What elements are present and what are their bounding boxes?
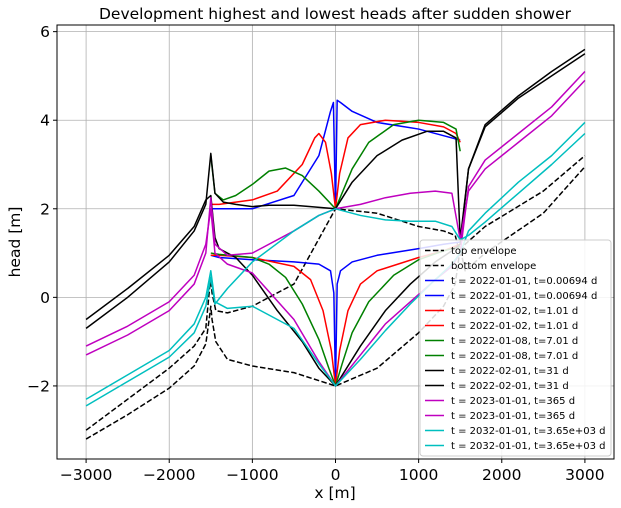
series-line-5 bbox=[210, 119, 461, 210]
series-line-6 bbox=[210, 245, 461, 387]
y-tick-label: 2 bbox=[40, 200, 50, 218]
x-tick-label: 3000 bbox=[565, 466, 604, 484]
legend-label: t = 2022-01-01, t=0.00694 d bbox=[451, 276, 597, 287]
series-line-7 bbox=[210, 119, 461, 210]
y-tick-label: 4 bbox=[40, 112, 50, 130]
legend-label: t = 2022-01-01, t=0.00694 d bbox=[451, 291, 597, 302]
legend: top envelope bottom envelope t = 2022-01-0… bbox=[419, 239, 612, 457]
y-axis-ticks: −2 0 2 4 6 bbox=[27, 23, 57, 395]
legend-label: top envelope bbox=[451, 246, 517, 257]
x-tick-label: 0 bbox=[331, 466, 341, 484]
x-axis-ticks: −3000 −2000 −1000 0 1000 2000 3000 bbox=[60, 459, 605, 484]
chart-title: Development highest and lowest heads aft… bbox=[99, 5, 572, 23]
x-tick-label: −1000 bbox=[226, 466, 278, 484]
legend-label: t = 2032-01-01, t=3.65e+03 d bbox=[451, 426, 605, 437]
legend-label: t = 2023-01-01, t=365 d bbox=[451, 396, 575, 407]
legend-box bbox=[419, 239, 612, 457]
series-line-9 bbox=[85, 53, 586, 329]
legend-label: bottom envelope bbox=[451, 261, 536, 272]
x-tick-label: −2000 bbox=[143, 466, 195, 484]
x-tick-label: 2000 bbox=[482, 466, 521, 484]
y-tick-label: 0 bbox=[40, 289, 50, 307]
x-tick-label: 1000 bbox=[399, 466, 438, 484]
legend-label: t = 2032-01-01, t=3.65e+03 d bbox=[451, 441, 605, 452]
legend-label: t = 2022-02-01, t=31 d bbox=[451, 381, 569, 392]
y-tick-label: 6 bbox=[40, 23, 50, 41]
series-line-13 bbox=[85, 132, 586, 407]
y-tick-label: −2 bbox=[27, 377, 50, 395]
x-axis-label: x [m] bbox=[314, 484, 355, 502]
series-line-12 bbox=[85, 121, 586, 400]
y-axis-label: head [m] bbox=[6, 207, 24, 278]
legend-label: t = 2022-01-02, t=1.01 d bbox=[451, 321, 578, 332]
legend-label: t = 2022-01-08, t=7.01 d bbox=[451, 351, 578, 362]
legend-label: t = 2022-01-08, t=7.01 d bbox=[451, 336, 578, 347]
legend-label: t = 2023-01-01, t=365 d bbox=[451, 411, 575, 422]
legend-label: t = 2022-02-01, t=31 d bbox=[451, 366, 569, 377]
x-tick-label: −3000 bbox=[60, 466, 112, 484]
legend-label: t = 2022-01-02, t=1.01 d bbox=[451, 306, 578, 317]
